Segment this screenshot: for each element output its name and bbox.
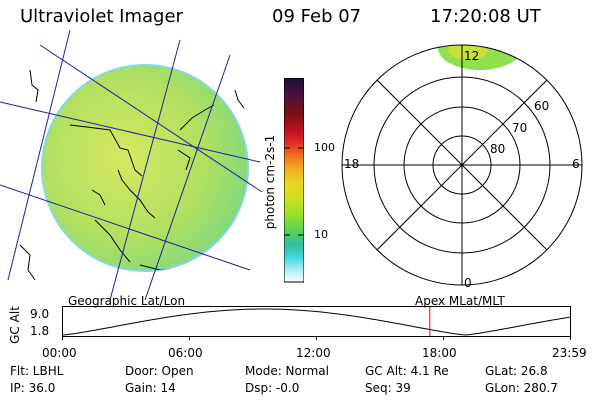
orbit-x-tick-2359: 23:59	[552, 346, 587, 360]
orbit-altitude-plot	[62, 306, 572, 340]
globe-image	[0, 30, 263, 300]
status-ip: IP: 36.0	[10, 381, 56, 395]
colorbar-unit-label: photon cm-2s-1	[263, 134, 277, 230]
orbit-x-ticks	[62, 336, 571, 340]
orbit-x-tick-1800: 18:00	[422, 346, 457, 360]
polar-mlt-18: 18	[344, 157, 359, 171]
status-seq: Seq: 39	[365, 381, 411, 395]
instrument-title: Ultraviolet Imager	[20, 6, 183, 27]
observation-date: 09 Feb 07	[272, 6, 362, 27]
orbit-x-tick-0600: 06:00	[168, 346, 203, 360]
observation-time: 17:20:08 UT	[430, 6, 541, 27]
status-gain: Gain: 14	[125, 381, 176, 395]
status-filter: Flt: LBHL	[10, 364, 64, 378]
status-door: Door: Open	[125, 364, 194, 378]
status-glat: GLat: 26.8	[485, 364, 548, 378]
status-dsp: Dsp: -0.0	[245, 381, 300, 395]
status-glon: GLon: 280.7	[485, 381, 558, 395]
colorbar-tick-100: 100	[314, 141, 335, 154]
orbit-x-tick-1200: 12:00	[296, 346, 331, 360]
polar-lat-70: 70	[512, 121, 527, 135]
globe-disk	[41, 64, 249, 272]
orbit-y-tick-high: 9.0	[30, 307, 50, 321]
polar-mlt-0: 0	[464, 276, 472, 290]
coastline	[91, 189, 106, 206]
coastline	[94, 219, 131, 263]
orbit-altitude-curve	[62, 308, 572, 336]
coastline	[69, 124, 143, 177]
polar-lat-60: 60	[534, 99, 549, 113]
polar-plot: 12 18 6 0 60 70 80	[341, 44, 583, 290]
coastline	[19, 244, 36, 281]
polar-lat-80: 80	[490, 142, 505, 156]
orbit-y-tick-low: 1.8	[30, 324, 50, 338]
latlon-grid	[0, 30, 263, 300]
orbit-y-axis-label: GC Alt	[7, 306, 22, 344]
colorbar-tick-10: 10	[314, 228, 328, 241]
polar-mlt-12: 12	[464, 49, 479, 63]
coastline	[117, 169, 156, 219]
polar-mlt-6: 6	[572, 157, 580, 171]
coastline	[234, 89, 245, 109]
coastline	[177, 149, 191, 171]
orbit-right-title: Apex MLat/MLT	[415, 294, 505, 308]
orbit-x-tick-0000: 00:00	[42, 346, 77, 360]
status-mode: Mode: Normal	[245, 364, 329, 378]
colorbar	[284, 78, 304, 283]
coastline	[29, 69, 39, 103]
orbit-left-title: Geographic Lat/Lon	[68, 294, 186, 308]
status-gc-alt: GC Alt: 4.1 Re	[365, 364, 449, 378]
coastline	[179, 104, 215, 131]
